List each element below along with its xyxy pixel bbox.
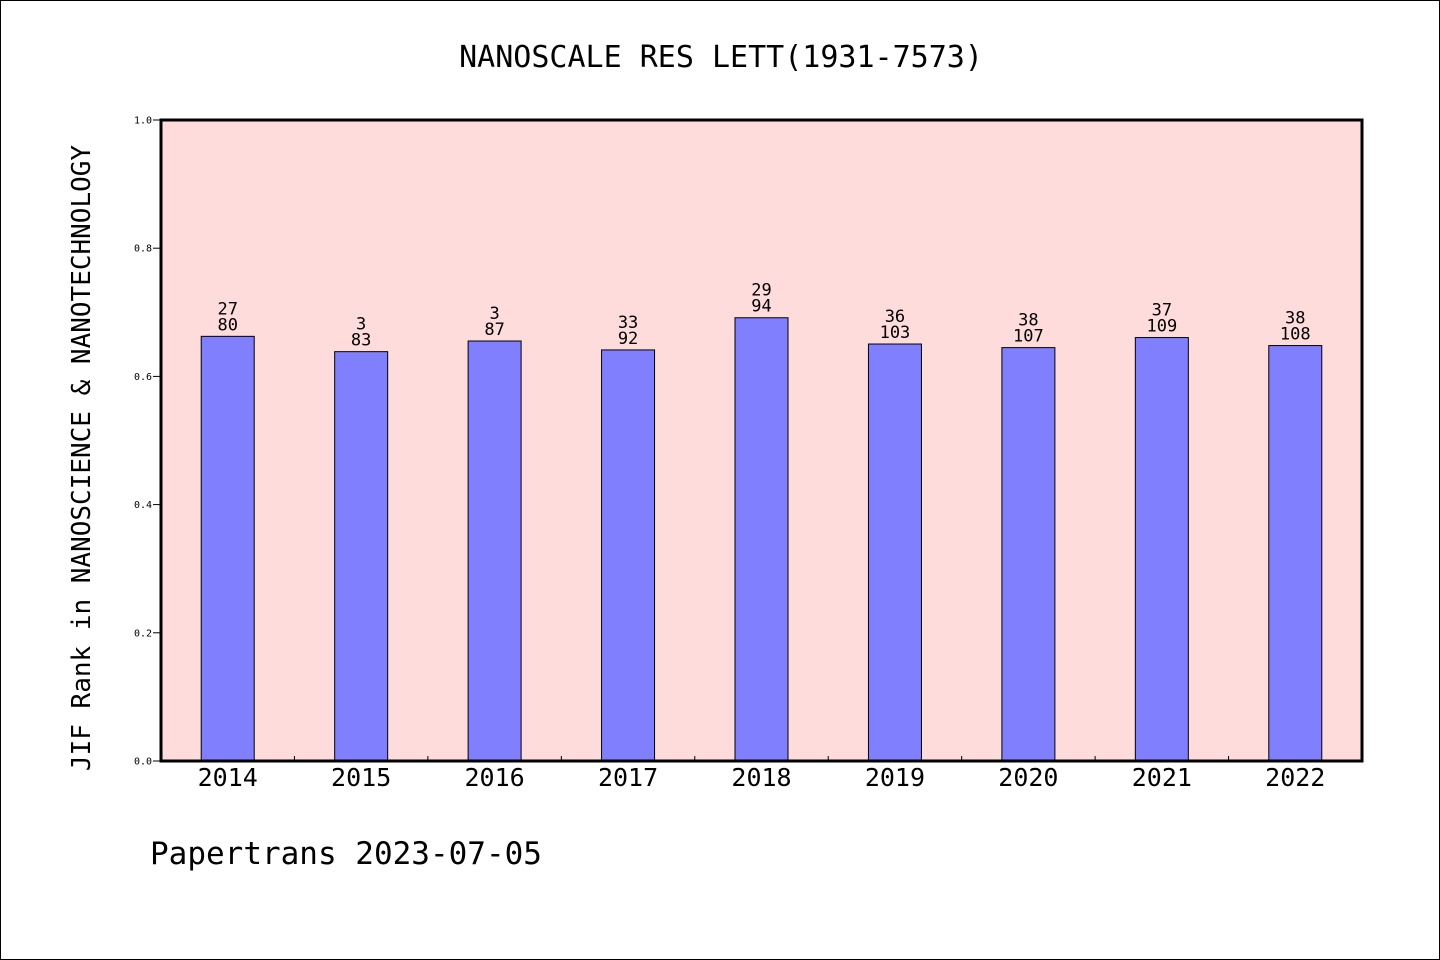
y-tick-label: 0.2 — [134, 628, 152, 639]
bar-2016 — [467, 340, 522, 762]
bar-rank-label-2014: 27 — [217, 299, 237, 319]
x-tick-label-2017: 2017 — [598, 763, 658, 792]
bar-rank-label-2018: 29 — [751, 281, 771, 301]
bar-2021 — [1134, 337, 1189, 762]
x-tick-label-2019: 2019 — [865, 763, 925, 792]
y-axis-label: JIF Rank in NANOSCIENCE & NANOTECHNOLOGY — [67, 145, 97, 771]
x-tick-label-2021: 2021 — [1132, 763, 1192, 792]
bar-total-label-2016: 87 — [484, 320, 504, 340]
x-tick-label-2018: 2018 — [731, 763, 791, 792]
y-tick-label: 0.6 — [134, 372, 152, 383]
bar-2020 — [1001, 347, 1056, 762]
bar-rank-label-2019: 36 — [885, 307, 905, 327]
x-tick-label-2014: 2014 — [198, 763, 258, 792]
bar-2019 — [867, 343, 922, 762]
bar-rank-label-2021: 37 — [1152, 301, 1172, 321]
bar-2018 — [734, 317, 789, 762]
bar-total-label-2014: 80 — [217, 315, 237, 335]
bar-rank-label-2022: 38 — [1285, 309, 1305, 329]
bar-total-label-2019: 103 — [880, 323, 911, 343]
bar-rank-label-2020: 38 — [1018, 311, 1038, 331]
chart-title: NANOSCALE RES LETT(1931-7573) — [459, 40, 983, 75]
x-tick-label-2020: 2020 — [998, 763, 1058, 792]
y-tick-label: 0.0 — [134, 757, 152, 768]
bar-rank-label-2017: 33 — [618, 313, 638, 333]
y-tick-label: 0.8 — [134, 244, 152, 255]
bar-total-label-2020: 107 — [1013, 327, 1044, 347]
bar-2022 — [1268, 345, 1323, 762]
bar-rank-label-2015: 3 — [356, 315, 366, 335]
x-tick-label-2016: 2016 — [465, 763, 525, 792]
y-tick-label: 0.4 — [134, 500, 152, 511]
x-tick-label-2015: 2015 — [331, 763, 391, 792]
y-tick-label: 1.0 — [134, 116, 152, 127]
bar-2015 — [334, 351, 389, 762]
bar-rank-label-2016: 3 — [489, 304, 499, 324]
x-tick-label-2022: 2022 — [1265, 763, 1325, 792]
bar-total-label-2015: 83 — [351, 331, 371, 351]
plot-frame — [159, 118, 1364, 763]
bar-total-label-2022: 108 — [1280, 325, 1311, 345]
bar-total-label-2018: 94 — [751, 297, 771, 317]
bar-total-label-2021: 109 — [1146, 317, 1177, 337]
bar-2017 — [601, 349, 656, 762]
bar-2014 — [200, 335, 255, 762]
footer-watermark: Papertrans 2023-07-05 — [150, 836, 542, 872]
bar-total-label-2017: 92 — [618, 329, 638, 349]
